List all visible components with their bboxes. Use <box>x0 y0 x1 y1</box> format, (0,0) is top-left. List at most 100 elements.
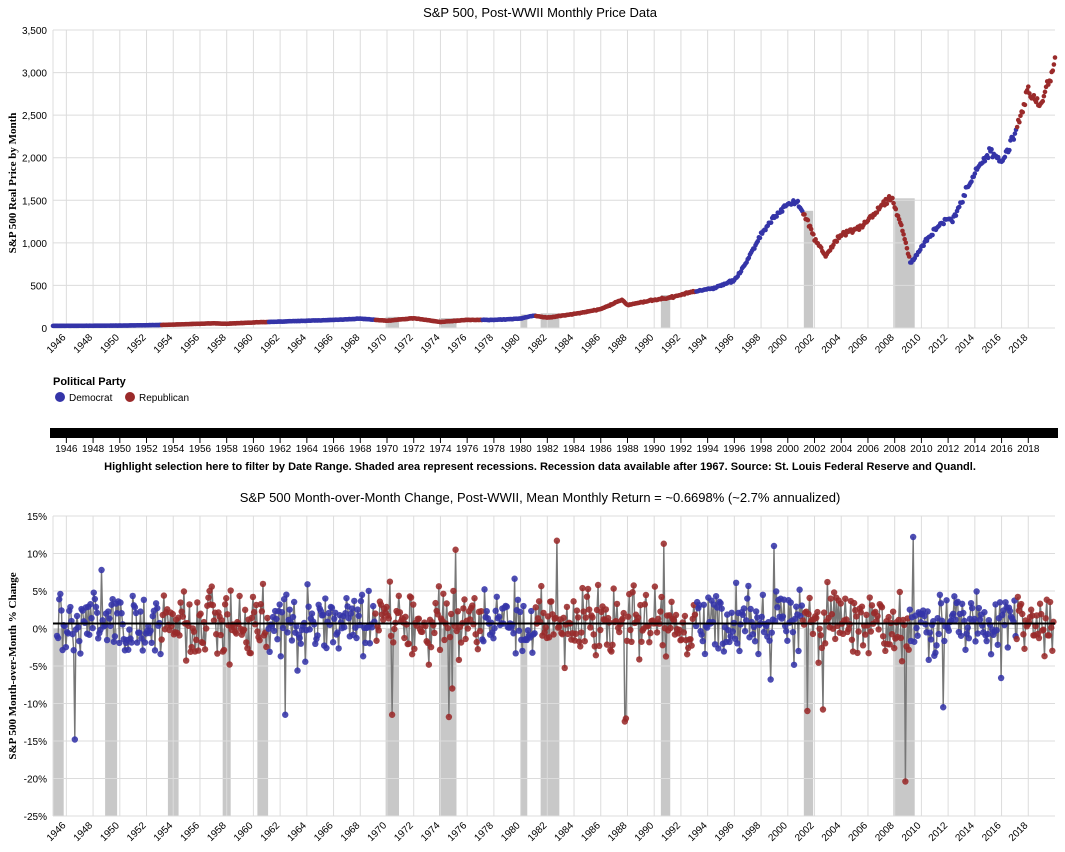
change-x-tick-label: 1980 <box>499 820 523 844</box>
change-point <box>720 648 728 655</box>
change-point <box>712 592 720 600</box>
date-range-brush-bar[interactable] <box>50 428 1058 438</box>
change-x-tick-label: 1994 <box>686 820 710 844</box>
change-point <box>936 591 944 599</box>
legend-item-republican[interactable]: Republican <box>125 392 189 404</box>
change-x-tick-label: 2016 <box>980 820 1004 844</box>
change-point <box>503 603 510 610</box>
change-point <box>446 633 454 641</box>
price-point <box>906 254 912 259</box>
change-point <box>276 601 283 608</box>
change-point <box>1013 635 1020 643</box>
price-x-tick-label: 1972 <box>392 332 416 356</box>
change-point <box>583 593 591 600</box>
change-point <box>726 638 733 646</box>
change-point <box>973 588 980 595</box>
change-point <box>391 625 398 633</box>
change-point <box>742 617 750 624</box>
change-point <box>199 639 207 647</box>
change-point <box>854 649 861 657</box>
change-point <box>770 542 778 550</box>
price-chart: S&P 500, Post-WWII Monthly Price Data 0 5… <box>7 5 1058 356</box>
brush-tick-label: 1970 <box>376 444 399 455</box>
legend-label-republican: Republican <box>139 393 189 404</box>
price-point <box>1020 109 1026 115</box>
change-series <box>53 533 1057 785</box>
brush-tick-label: 2002 <box>803 444 826 455</box>
change-point <box>511 575 518 582</box>
change-point <box>411 645 418 653</box>
change-point <box>542 624 549 631</box>
change-point <box>70 647 77 654</box>
price-point <box>985 155 991 161</box>
change-point <box>62 643 70 651</box>
change-point <box>630 582 637 589</box>
change-point <box>745 582 752 590</box>
change-point <box>688 642 695 649</box>
brush-tick-label: 2012 <box>937 444 960 455</box>
change-y-tick-label: -25% <box>24 812 47 823</box>
change-point <box>610 585 617 592</box>
change-point <box>1021 645 1028 652</box>
change-point <box>87 601 94 608</box>
change-point <box>296 634 303 642</box>
price-point <box>950 219 955 225</box>
change-point <box>967 599 975 607</box>
price-point <box>900 228 905 234</box>
change-point <box>293 623 300 630</box>
change-point <box>95 635 102 642</box>
change-point <box>258 608 266 615</box>
price-y-tick-label: 1,000 <box>22 239 47 250</box>
change-point <box>466 616 474 623</box>
change-point <box>734 640 741 647</box>
change-point <box>701 650 709 658</box>
change-point <box>1006 607 1014 615</box>
change-point <box>469 602 476 609</box>
price-point <box>891 200 896 206</box>
change-point <box>1048 624 1055 631</box>
change-point <box>866 594 873 601</box>
change-point <box>573 607 581 614</box>
change-point <box>218 617 225 624</box>
price-point <box>1052 55 1058 60</box>
change-point <box>286 606 293 613</box>
change-x-tick-label: 1972 <box>392 820 416 844</box>
change-point <box>570 598 577 605</box>
brush-tick-label: 1976 <box>456 444 479 455</box>
change-point <box>157 650 164 658</box>
brush-tick-label: 2014 <box>964 444 987 455</box>
price-point <box>1011 137 1017 142</box>
change-point <box>641 601 649 608</box>
change-point <box>386 578 394 585</box>
change-point <box>435 583 443 590</box>
change-point <box>71 736 79 743</box>
price-point <box>1048 78 1053 84</box>
change-point <box>58 607 65 614</box>
change-point <box>74 624 82 631</box>
change-y-tick-label: -5% <box>29 662 47 673</box>
change-point <box>348 605 356 612</box>
change-point <box>848 636 856 643</box>
price-x-tick-label: 1950 <box>98 332 122 356</box>
change-point <box>491 625 498 632</box>
change-point <box>837 600 844 607</box>
change-point <box>341 624 348 631</box>
change-point <box>383 603 390 611</box>
price-point <box>757 235 763 241</box>
change-x-tick-label: 1984 <box>553 820 577 844</box>
change-point <box>208 583 215 590</box>
change-point <box>972 638 979 645</box>
change-point <box>402 613 409 621</box>
legend-item-democrat[interactable]: Democrat <box>55 392 113 404</box>
change-point <box>325 609 332 617</box>
change-y-axis-label: S&P 500 Month-over-Month % Change <box>7 572 19 759</box>
brush-tick-label: 1990 <box>643 444 666 455</box>
change-point <box>202 625 210 632</box>
price-y-tick-label: 500 <box>30 281 47 292</box>
change-y-tick-label: -20% <box>24 775 47 786</box>
change-point <box>638 638 645 645</box>
legend: Political Party Democrat Republican <box>53 376 189 404</box>
change-chart-title: S&P 500 Month-over-Month Change, Post-WW… <box>240 490 841 505</box>
change-point <box>885 613 892 621</box>
change-x-tick-label: 2004 <box>820 820 844 844</box>
